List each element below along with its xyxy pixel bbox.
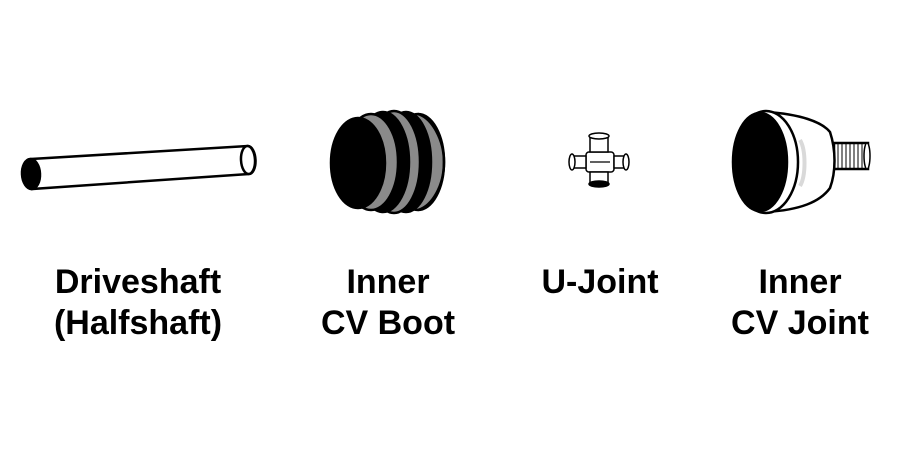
label-inner-cv-boot-line2: CV Boot	[320, 304, 456, 342]
label-u-joint: U-Joint	[510, 262, 690, 303]
label-inner-cv-boot-line1: Inner	[346, 263, 430, 301]
label-driveshaft: Driveshaft (Halfshaft)	[28, 262, 248, 344]
u-joint-icon	[568, 132, 630, 188]
label-u-joint-line1: U-Joint	[541, 263, 659, 301]
cv-joint-icon	[731, 109, 871, 215]
label-driveshaft-line1: Driveshaft	[54, 263, 222, 301]
label-inner-cv-joint: Inner CV Joint	[700, 262, 900, 344]
label-driveshaft-line2: (Halfshaft)	[53, 304, 223, 342]
label-inner-cv-boot: Inner CV Boot	[288, 262, 488, 344]
label-inner-cv-joint-line2: CV Joint	[731, 304, 869, 342]
label-inner-cv-joint-line1: Inner	[758, 263, 842, 301]
driveshaft-icon	[20, 144, 257, 191]
cv-boot-icon	[329, 109, 446, 215]
